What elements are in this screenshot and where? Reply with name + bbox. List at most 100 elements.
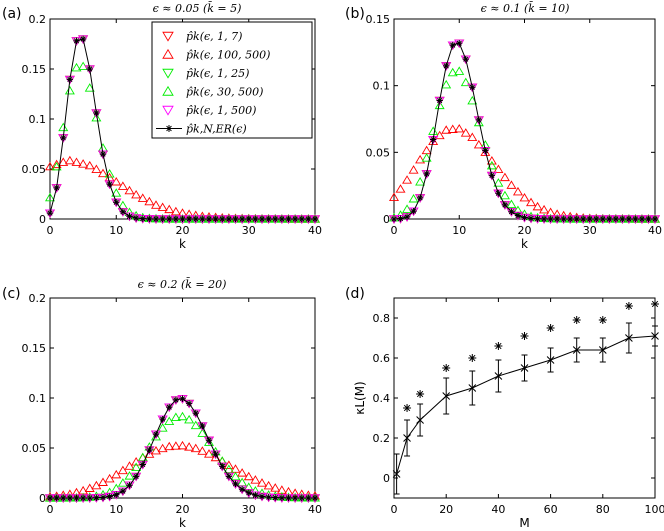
data-point-star: [86, 494, 93, 502]
data-point-star: [475, 116, 483, 124]
data-point-triangle: [428, 126, 439, 135]
legend-item: p̂k(ϵ, 1, 500): [162, 104, 256, 117]
data-point-star: [106, 180, 113, 188]
data-point-star: [298, 494, 305, 502]
data-point-star: [495, 190, 502, 197]
data-point-triangle: [512, 186, 523, 196]
data-point-star: [494, 342, 503, 350]
data-point-triangle: [51, 161, 62, 171]
data-point-triangle: [415, 177, 426, 186]
data-point-triangle: [441, 125, 452, 134]
series-stars: [403, 300, 659, 412]
data-point-star: [651, 300, 659, 308]
x-axis-label: k: [179, 237, 186, 251]
y-tick-label: 0.1: [29, 113, 47, 126]
data-point-star: [179, 215, 186, 223]
data-point-star: [416, 390, 425, 398]
x-tick-label: 20: [176, 224, 190, 237]
data-point-triangle: [447, 124, 458, 133]
data-point-triangle: [164, 441, 175, 451]
series-line: [396, 335, 656, 475]
data-point-triangle: [98, 143, 108, 152]
series-5: [46, 395, 319, 502]
series-line: [393, 42, 655, 220]
y-tick-label: 0.2: [29, 13, 47, 26]
data-point-triangle: [64, 155, 75, 165]
data-point-star: [272, 494, 279, 501]
y-tick-label: 0.2: [373, 432, 391, 445]
data-point-triangle: [243, 471, 254, 481]
data-point-star: [586, 215, 593, 223]
data-point-star: [265, 215, 272, 223]
data-point-triangle: [137, 193, 148, 202]
y-tick-label: 0.05: [22, 442, 47, 455]
data-point-star: [527, 215, 535, 222]
data-point-star: [573, 215, 580, 223]
data-point-star: [442, 364, 451, 372]
legend-marker-icon: [162, 105, 174, 116]
data-point-triangle: [486, 160, 497, 170]
y-tick-label: 0.8: [373, 312, 391, 325]
x-tick-label: 0: [47, 224, 54, 237]
data-point-triangle: [460, 128, 471, 137]
x-tick-label: 100: [645, 503, 664, 516]
x-tick-label: 40: [648, 224, 662, 237]
data-point-star: [252, 491, 259, 499]
data-point-x: [392, 470, 401, 478]
data-point-star: [606, 215, 613, 223]
series-line: [50, 398, 316, 499]
data-point-star: [73, 37, 80, 45]
data-point-star: [46, 494, 54, 502]
data-point-triangle: [124, 471, 135, 480]
data-point-triangle: [117, 181, 128, 190]
data-point-star: [298, 215, 305, 223]
data-point-triangle: [421, 145, 432, 155]
legend-label: p̂k(ϵ, 1, 500): [186, 104, 256, 117]
data-point-triangle: [499, 190, 510, 200]
data-point-triangle: [71, 62, 82, 72]
y-tick-label: 0.05: [366, 146, 391, 159]
y-tick-label: 0: [383, 472, 390, 485]
data-point-triangle: [58, 122, 69, 132]
data-point-triangle: [389, 192, 399, 202]
data-point-star: [468, 354, 477, 362]
series-1: [45, 155, 320, 223]
data-point-star: [159, 415, 166, 423]
data-point-triangle: [447, 67, 458, 77]
data-point-star: [146, 446, 153, 454]
data-point-star: [73, 494, 80, 502]
data-point-star: [245, 489, 252, 497]
data-point-star: [598, 316, 607, 324]
data-point-triangle: [64, 85, 75, 95]
data-point-triangle: [137, 452, 148, 462]
y-tick-label: 0.15: [22, 63, 47, 76]
data-point-triangle: [395, 184, 406, 193]
data-point-star: [265, 493, 272, 501]
legend-item: p̂k(ϵ, 1, 7): [162, 30, 242, 43]
data-point-star: [403, 404, 412, 412]
data-point-star: [219, 215, 226, 223]
data-point-triangle: [177, 411, 188, 421]
data-point-triangle: [506, 199, 517, 209]
data-point-star: [534, 215, 541, 222]
x-tick-label: 30: [242, 224, 256, 237]
data-point-star: [166, 403, 173, 411]
x-axis-label: k: [179, 516, 186, 530]
data-point-star: [638, 215, 646, 223]
legend-item: p̂k(ϵ, 30, 500): [162, 86, 263, 99]
data-point-triangle: [415, 154, 426, 164]
data-point-star: [66, 76, 74, 83]
x-tick-label: 20: [176, 503, 190, 516]
data-point-star: [185, 215, 193, 223]
data-point-triangle: [467, 95, 478, 105]
data-point-triangle: [170, 441, 181, 450]
y-tick-label: 0: [39, 492, 46, 505]
x-tick-label: 40: [308, 224, 322, 237]
data-point-star: [60, 494, 67, 502]
y-tick-label: 0.15: [22, 342, 47, 355]
data-point-star: [185, 400, 193, 407]
data-point-star: [252, 215, 259, 223]
data-point-star: [449, 41, 456, 49]
data-point-star: [547, 215, 554, 223]
data-point-triangle: [493, 178, 504, 187]
